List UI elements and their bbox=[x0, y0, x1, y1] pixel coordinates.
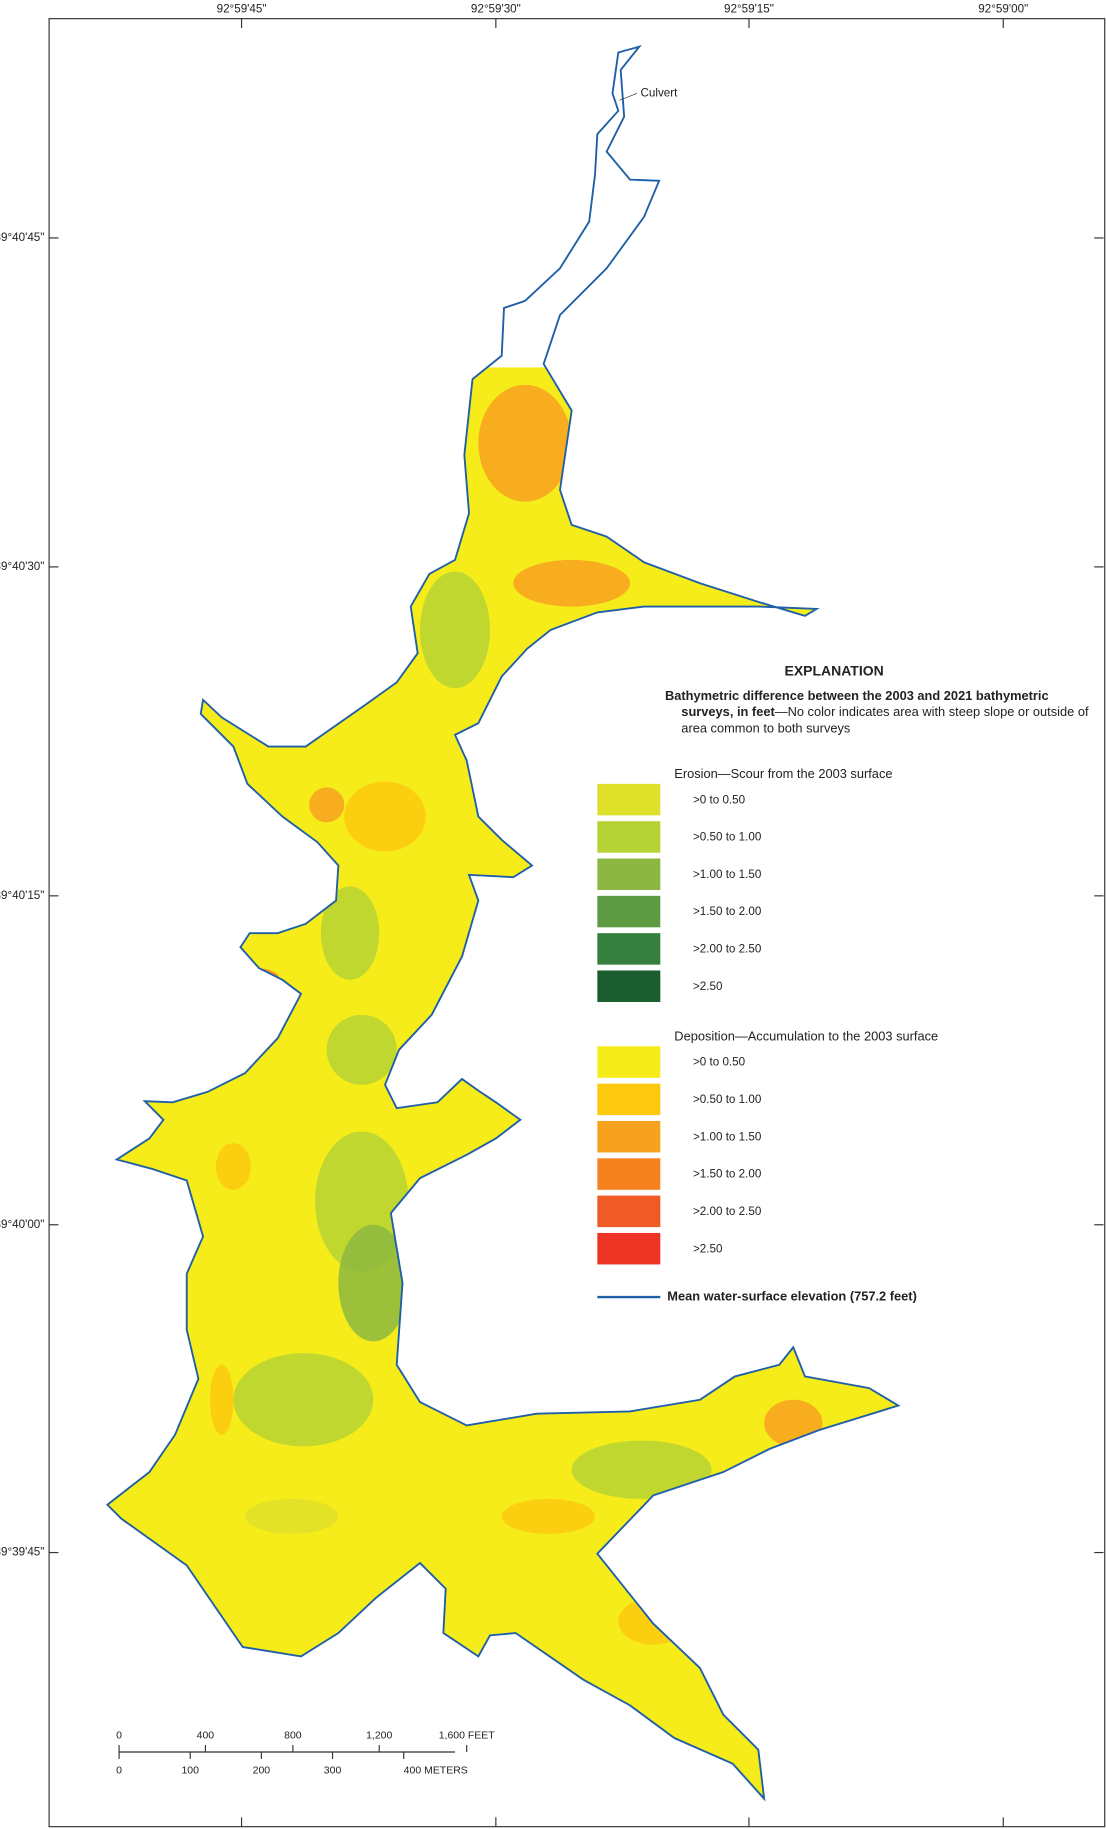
legend-title: EXPLANATION bbox=[785, 663, 884, 679]
difference-patch bbox=[215, 1143, 251, 1190]
longitude-label: 92°59'45" bbox=[217, 2, 267, 15]
latitude-label: 39°40'45" bbox=[0, 231, 44, 244]
shoreline bbox=[106, 44, 901, 1802]
difference-patch bbox=[326, 1014, 397, 1085]
map-frame bbox=[48, 18, 1106, 1828]
latitude-label: 39°39'45" bbox=[0, 1546, 44, 1559]
legend-line-label: Mean water-surface elevation (757.2 feet… bbox=[667, 1288, 917, 1303]
difference-patch bbox=[420, 571, 491, 689]
difference-patch bbox=[338, 1224, 409, 1342]
legend-label: >2.00 to 2.50 bbox=[693, 1205, 762, 1218]
legend-label: >0 to 0.50 bbox=[693, 1056, 746, 1069]
difference-patch bbox=[210, 1364, 234, 1435]
legend-label: >0.50 to 1.00 bbox=[693, 831, 762, 844]
difference-patch bbox=[309, 787, 345, 823]
legend-swatch bbox=[597, 1195, 661, 1228]
legend-swatch bbox=[597, 1158, 661, 1190]
legend-swatch bbox=[597, 970, 661, 1002]
legend-label: >2.50 bbox=[693, 1242, 723, 1255]
difference-patch bbox=[344, 781, 426, 852]
latitude-label: 39°40'15" bbox=[0, 889, 44, 902]
legend-label: >2.50 bbox=[693, 980, 723, 993]
surface-fill bbox=[107, 367, 899, 1799]
longitude-label: 92°59'00" bbox=[978, 2, 1028, 15]
scale-label: 400 METERS bbox=[404, 1765, 468, 1776]
longitude-label: 92°59'15" bbox=[724, 2, 774, 15]
legend-swatch bbox=[597, 783, 661, 816]
legend-swatch bbox=[597, 1232, 661, 1265]
legend-label: >2.00 to 2.50 bbox=[693, 943, 762, 956]
scale-label: 800 bbox=[284, 1730, 302, 1741]
legend-label: >1.00 to 1.50 bbox=[693, 868, 762, 881]
legend-label: >0.50 to 1.00 bbox=[693, 1093, 762, 1106]
scale-bar: 0 400 800 1,200 1,600 FEET 0 100 200 300 400 METE… bbox=[116, 1730, 495, 1776]
scale-label: 1,600 FEET bbox=[439, 1730, 496, 1741]
scale-label: 200 bbox=[253, 1765, 271, 1776]
difference-patch bbox=[245, 1498, 339, 1534]
legend-swatch bbox=[597, 895, 661, 928]
legend-swatch bbox=[597, 821, 661, 853]
lake bbox=[106, 44, 901, 1802]
difference-patch bbox=[571, 1440, 712, 1499]
legend-swatch bbox=[597, 1046, 661, 1078]
scale-label: 300 bbox=[324, 1765, 342, 1776]
erosion-label: Erosion—Scour from the 2003 surface bbox=[674, 766, 892, 781]
legend-swatch bbox=[597, 933, 661, 965]
difference-patch bbox=[476, 723, 505, 747]
latitude-label: 39°40'30" bbox=[0, 560, 44, 573]
scale-label: 100 bbox=[181, 1765, 199, 1776]
latitude-label: 39°40'00" bbox=[0, 1218, 44, 1231]
scale-label: 0 bbox=[116, 1765, 122, 1776]
difference-patch bbox=[670, 1481, 730, 1622]
legend-swatch bbox=[597, 858, 661, 891]
legend-swatch bbox=[597, 1120, 661, 1153]
scale-label: 1,200 bbox=[366, 1730, 392, 1741]
legend-label: >1.00 to 1.50 bbox=[693, 1130, 762, 1143]
deposition-label: Deposition—Accumulation to the 2003 surf… bbox=[674, 1028, 938, 1043]
difference-patch bbox=[233, 968, 281, 992]
leader-line bbox=[619, 92, 638, 101]
legend-heading: Bathymetric difference between the 2003 … bbox=[664, 689, 1089, 737]
difference-patch bbox=[233, 1353, 374, 1447]
difference-patch bbox=[513, 559, 630, 607]
scale-label: 0 bbox=[116, 1730, 122, 1741]
legend-label: >0 to 0.50 bbox=[693, 793, 746, 806]
difference-patch bbox=[320, 886, 380, 980]
bathymetry-surface bbox=[107, 367, 899, 1799]
difference-patch bbox=[408, 454, 456, 525]
annotation: Culvert bbox=[640, 86, 678, 99]
difference-patch bbox=[501, 1498, 595, 1534]
difference-patch bbox=[478, 384, 572, 502]
legend-heading-text: Bathymetric difference between the 2003 … bbox=[664, 689, 1049, 720]
difference-patch bbox=[618, 1598, 689, 1645]
scale-label: 400 bbox=[197, 1730, 215, 1741]
legend-swatch bbox=[597, 1083, 661, 1116]
legend-note: —No color indicates area with steep slop… bbox=[681, 705, 1089, 737]
legend-label: >1.50 to 2.00 bbox=[693, 905, 762, 918]
legend-label: >1.50 to 2.00 bbox=[693, 1168, 762, 1181]
longitude-label: 92°59'30" bbox=[471, 2, 521, 15]
